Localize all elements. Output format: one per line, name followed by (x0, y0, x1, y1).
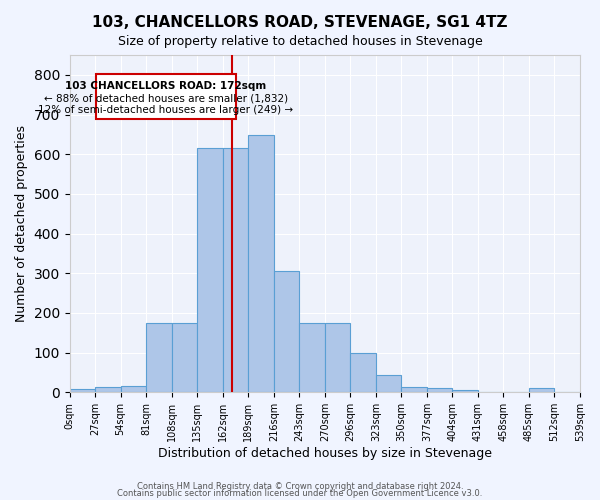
Text: Contains HM Land Registry data © Crown copyright and database right 2024.: Contains HM Land Registry data © Crown c… (137, 482, 463, 491)
Text: 12% of semi-detached houses are larger (249) →: 12% of semi-detached houses are larger (… (38, 104, 293, 115)
Bar (401, 387, 427, 392)
Bar (223, 148, 248, 392)
Bar (427, 388, 452, 392)
Bar (376, 376, 401, 392)
Bar (146, 323, 172, 392)
Bar (95, 387, 121, 392)
Text: 103 CHANCELLORS ROAD: 172sqm: 103 CHANCELLORS ROAD: 172sqm (65, 81, 266, 91)
Bar (299, 323, 325, 392)
Bar (70, 389, 95, 392)
Y-axis label: Number of detached properties: Number of detached properties (15, 125, 28, 322)
Bar (197, 148, 223, 392)
Text: 103, CHANCELLORS ROAD, STEVENAGE, SG1 4TZ: 103, CHANCELLORS ROAD, STEVENAGE, SG1 4T… (92, 15, 508, 30)
FancyBboxPatch shape (96, 74, 236, 120)
Bar (325, 323, 350, 392)
Bar (529, 388, 554, 392)
Text: Contains public sector information licensed under the Open Government Licence v3: Contains public sector information licen… (118, 489, 482, 498)
Text: Size of property relative to detached houses in Stevenage: Size of property relative to detached ho… (118, 35, 482, 48)
Bar (350, 352, 376, 393)
Bar (248, 135, 274, 392)
Bar (452, 390, 478, 392)
Bar (172, 323, 197, 392)
Bar (121, 386, 146, 392)
X-axis label: Distribution of detached houses by size in Stevenage: Distribution of detached houses by size … (158, 447, 492, 460)
Text: ← 88% of detached houses are smaller (1,832): ← 88% of detached houses are smaller (1,… (44, 94, 288, 104)
Bar (274, 270, 299, 392)
